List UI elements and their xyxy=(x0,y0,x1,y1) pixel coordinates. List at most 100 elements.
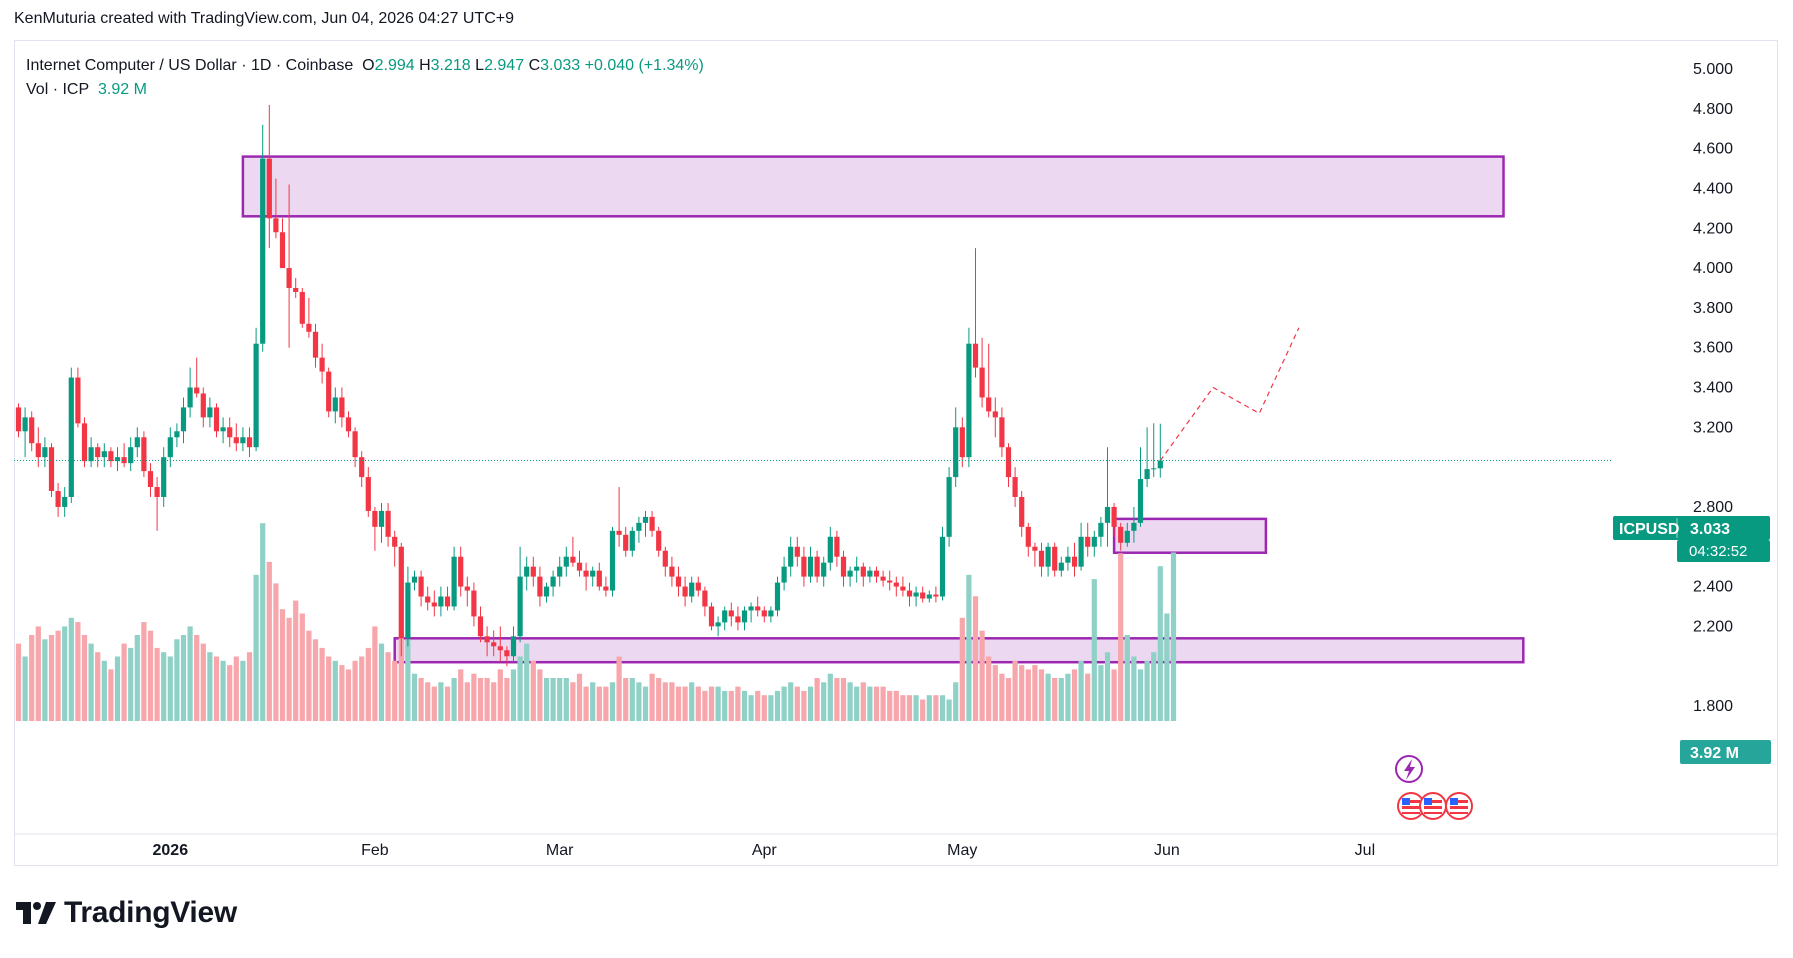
candle-body xyxy=(154,487,160,497)
volume-bar xyxy=(999,673,1005,721)
volume-bar xyxy=(1170,552,1177,721)
volume-bar xyxy=(682,686,688,721)
volume-bar xyxy=(319,647,325,721)
volume-bar xyxy=(1118,553,1124,721)
candle-body xyxy=(682,586,688,597)
volume-bar xyxy=(715,686,721,721)
volume-bar xyxy=(873,686,880,721)
candle-body xyxy=(128,447,134,464)
volume-bar xyxy=(1151,652,1157,721)
price-tick-label: 2.800 xyxy=(1693,499,1733,516)
low-value: 2.947 xyxy=(484,57,525,74)
volume-bar xyxy=(385,652,391,721)
price-tick-label: 5.000 xyxy=(1693,61,1733,78)
candle-body xyxy=(260,158,266,344)
us-flag-icon[interactable] xyxy=(1419,792,1447,820)
volume-bar xyxy=(537,669,543,721)
volume-bar xyxy=(781,686,787,721)
volume-bar xyxy=(299,613,305,721)
volume-bar xyxy=(807,686,814,721)
volume-bar xyxy=(253,574,259,721)
volume-bar xyxy=(920,699,926,721)
candle-body xyxy=(48,447,55,492)
candle-body xyxy=(29,417,35,444)
candle-body xyxy=(279,232,286,269)
candle-body xyxy=(392,536,398,547)
volume-bar xyxy=(768,695,774,721)
volume-bar xyxy=(695,686,701,721)
candle-body xyxy=(1078,536,1084,567)
volume-bar xyxy=(590,682,596,721)
volume-bar xyxy=(649,673,655,721)
lightning-icon[interactable] xyxy=(1395,755,1423,783)
candle-body xyxy=(15,407,22,432)
time-axis[interactable]: 2026 Feb Mar Apr May Jun Jul xyxy=(153,842,1376,859)
volume-bar xyxy=(220,660,226,721)
candle-body xyxy=(425,596,431,603)
volume-bar xyxy=(557,678,563,721)
candle-body xyxy=(576,562,583,571)
candle-body xyxy=(1157,460,1163,469)
candle-body xyxy=(35,443,41,458)
volume-bar xyxy=(128,647,134,721)
volume-bar xyxy=(880,686,886,721)
volume-bar xyxy=(1091,579,1097,721)
volume-bar xyxy=(147,630,154,721)
volume-bar xyxy=(708,686,715,721)
badge-price: 3.033 xyxy=(1690,521,1730,538)
candle-body xyxy=(114,457,121,462)
volume-bar xyxy=(933,695,939,721)
candle-body xyxy=(761,610,767,617)
volume-bar xyxy=(141,622,147,721)
candle-body xyxy=(312,331,319,358)
candle-body xyxy=(629,530,635,551)
price-tick-label: 2.200 xyxy=(1693,618,1733,635)
candle-body xyxy=(590,570,596,577)
candle-body xyxy=(174,431,180,438)
candle-body xyxy=(1118,526,1124,543)
candle-body xyxy=(55,491,61,507)
volume-bar xyxy=(1085,673,1091,721)
candle-body xyxy=(966,343,972,458)
candle-body xyxy=(266,158,272,219)
volume-bar xyxy=(62,626,68,721)
candle-body xyxy=(306,323,312,332)
volume-bar xyxy=(213,656,220,721)
candle-body xyxy=(88,447,94,462)
candle-body xyxy=(233,437,239,444)
volume-bar xyxy=(854,686,860,721)
volume-bar xyxy=(207,652,213,721)
volume-bar xyxy=(1065,673,1071,721)
volume-bar xyxy=(728,690,734,721)
candle-body xyxy=(563,556,569,567)
us-flag-icon[interactable] xyxy=(1445,792,1473,820)
tradingview-logo[interactable]: TradingView xyxy=(16,896,237,930)
volume-bar xyxy=(326,656,332,721)
candle-body xyxy=(405,582,411,639)
volume-bar xyxy=(458,669,464,721)
candle-body xyxy=(75,377,81,424)
candle-body xyxy=(860,566,866,577)
volume-bar xyxy=(616,656,622,721)
candle-body xyxy=(1071,556,1078,567)
candle-body xyxy=(840,556,847,577)
volume-bar xyxy=(563,678,569,721)
volume-bar xyxy=(438,682,444,721)
candle-body xyxy=(728,610,734,617)
candle-body xyxy=(768,610,774,617)
candle-body xyxy=(471,590,477,617)
candle-body xyxy=(675,576,682,587)
volume-bar xyxy=(1045,673,1051,721)
candle-body xyxy=(365,477,371,511)
candle-body xyxy=(1038,550,1045,567)
price-badge: ICPUSD 3.033 04:32:52 xyxy=(1613,516,1770,562)
candle-body xyxy=(227,427,233,438)
price-tick-label: 4.600 xyxy=(1693,141,1733,158)
candle-body xyxy=(1144,469,1150,480)
candle-body xyxy=(220,427,226,432)
candle-body xyxy=(1005,447,1012,478)
price-axis[interactable]: 5.000 4.800 4.600 4.400 4.200 4.000 3.800 3.600… xyxy=(1693,61,1733,715)
candle-body xyxy=(946,477,952,537)
volume-bar xyxy=(1124,635,1130,721)
